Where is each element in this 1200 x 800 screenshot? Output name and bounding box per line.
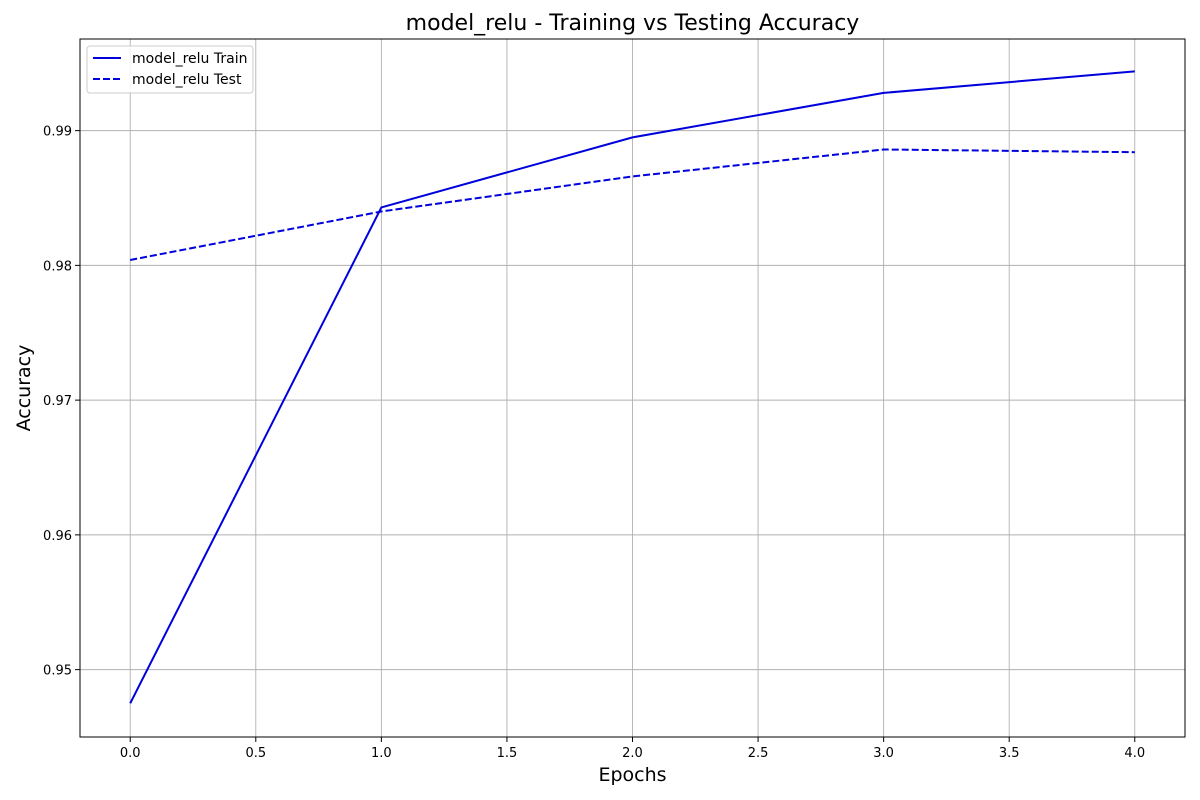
y-tick-label: 0.96 bbox=[43, 529, 72, 544]
x-tick-label: 4.0 bbox=[1124, 746, 1145, 761]
x-tick-label: 1.5 bbox=[497, 746, 518, 761]
y-axis-label: Accuracy bbox=[13, 345, 35, 432]
x-tick-label: 0.0 bbox=[120, 746, 141, 761]
x-axis-label: Epochs bbox=[598, 764, 666, 786]
legend-label-test: model_relu Test bbox=[132, 72, 242, 88]
x-tick-label: 0.5 bbox=[245, 746, 266, 761]
x-tick-label: 3.5 bbox=[999, 746, 1020, 761]
grid bbox=[80, 39, 1185, 737]
legend: model_relu Train model_relu Test bbox=[86, 45, 254, 94]
legend-frame bbox=[86, 45, 254, 94]
y-tick-label: 0.95 bbox=[43, 664, 72, 679]
y-tick-label: 0.98 bbox=[43, 259, 72, 274]
legend-label-train: model_relu Train bbox=[132, 51, 247, 67]
x-tick-label: 2.5 bbox=[748, 746, 769, 761]
train-accuracy-line bbox=[129, 70, 1135, 704]
y-tick-label: 0.97 bbox=[43, 394, 72, 409]
y-axis-ticks: 0.95 0.96 0.97 0.98 0.99 bbox=[43, 125, 80, 679]
test-accuracy-line bbox=[130, 148, 1135, 261]
chart-title: model_relu - Training vs Testing Accurac… bbox=[406, 11, 860, 36]
x-tick-label: 2.0 bbox=[622, 746, 643, 761]
x-tick-label: 3.0 bbox=[873, 746, 894, 761]
series-layer bbox=[129, 70, 1135, 704]
x-tick-label: 1.0 bbox=[371, 746, 392, 761]
x-axis-ticks: 0.0 0.5 1.0 1.5 2.0 2.5 3.0 3.5 4.0 bbox=[120, 737, 1145, 761]
y-tick-label: 0.99 bbox=[43, 125, 72, 140]
